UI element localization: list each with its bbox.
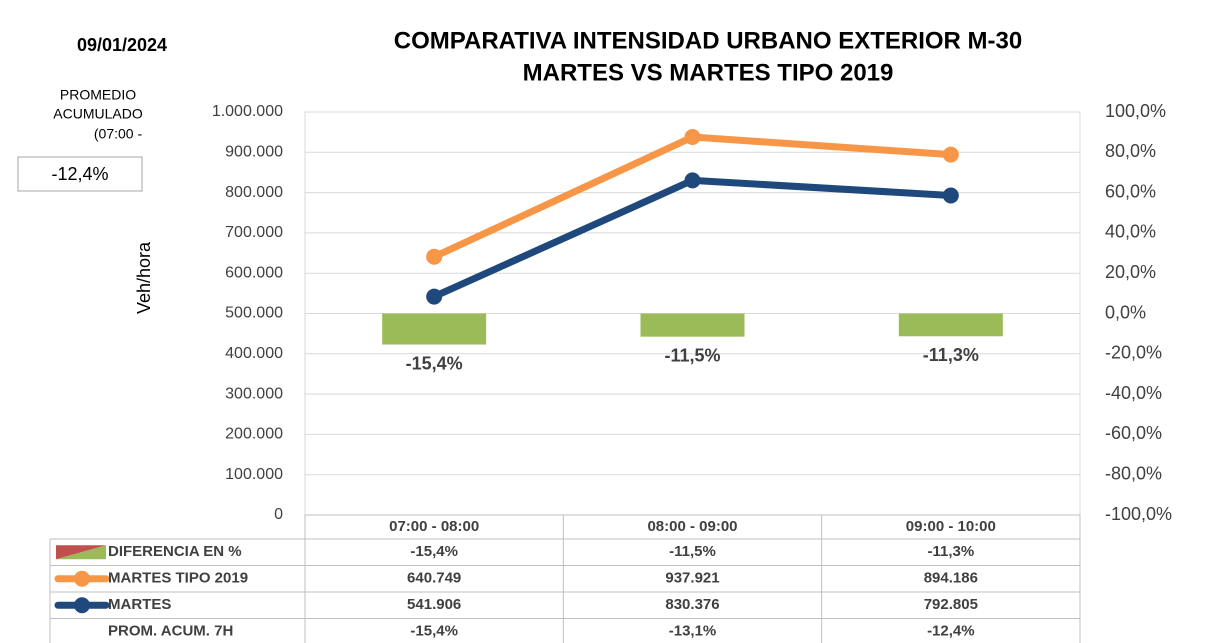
- y2-tick-label: 0,0%: [1105, 302, 1146, 322]
- bar: [382, 313, 487, 345]
- summary-label: (07:00 -: [94, 126, 143, 142]
- data-label: -15,4%: [406, 353, 463, 373]
- data-label: -11,3%: [923, 345, 979, 365]
- table-row-label: PROM. ACUM. 7H: [108, 623, 233, 640]
- marker: [426, 248, 443, 265]
- marker: [942, 187, 959, 204]
- x-tick-label: 07:00 - 08:00: [389, 518, 479, 535]
- y2-tick-label: 100,0%: [1105, 101, 1166, 121]
- y2-tick-label: 80,0%: [1105, 141, 1156, 161]
- table-cell: -11,3%: [927, 543, 974, 560]
- summary-label: ACUMULADO: [53, 106, 143, 122]
- y-tick-label: 100.000: [225, 466, 283, 483]
- legend-label: MARTES: [108, 596, 171, 613]
- legend-key: [74, 597, 90, 614]
- table-cell: -12,4%: [927, 623, 975, 640]
- y2-tick-label: -20,0%: [1105, 343, 1162, 363]
- summary-box: [17, 156, 143, 192]
- y-tick-label: 700.000: [225, 224, 283, 241]
- y-tick-label: 600.000: [225, 264, 283, 281]
- y2-tick-label: -60,0%: [1105, 423, 1162, 443]
- marker: [426, 288, 443, 305]
- table-cell: -15,4%: [410, 623, 458, 640]
- table-cell: -11,5%: [669, 543, 716, 560]
- data-label: -11,5%: [664, 345, 720, 365]
- y-tick-label: 400.000: [225, 345, 283, 362]
- table-cell: -13,1%: [669, 623, 717, 640]
- marker: [684, 172, 701, 189]
- table-cell: 792.805: [924, 596, 978, 613]
- marker: [684, 129, 701, 146]
- y2-tick-label: -100,0%: [1105, 504, 1172, 524]
- chart-title: COMPARATIVA INTENSIDAD URBANO EXTERIOR M…: [394, 27, 1022, 54]
- date: 09/01/2024: [77, 35, 167, 55]
- summary-label: PROMEDIO: [60, 87, 136, 103]
- legend-key: [56, 545, 106, 560]
- legend-key: [74, 570, 90, 587]
- x-tick-label: 09:00 - 10:00: [906, 518, 996, 535]
- legend-label: DIFERENCIA EN %: [108, 543, 242, 560]
- y-tick-label: 500.000: [225, 305, 283, 322]
- y2-tick-label: 60,0%: [1105, 181, 1156, 201]
- table-cell: 541.906: [407, 596, 461, 613]
- bar: [640, 313, 745, 337]
- y-tick-label: 300.000: [225, 385, 283, 402]
- y-tick-label: 800.000: [225, 184, 283, 201]
- table-cell: -15,4%: [410, 543, 458, 560]
- legend-label: MARTES TIPO 2019: [108, 570, 248, 587]
- y2-tick-label: 20,0%: [1105, 262, 1156, 282]
- y-tick-label: 0: [274, 506, 283, 523]
- bar: [898, 313, 1003, 337]
- y-tick-label: 200.000: [225, 426, 283, 443]
- table-cell: 830.376: [665, 596, 719, 613]
- x-tick-label: 08:00 - 09:00: [647, 518, 737, 535]
- y-tick-label: 1.000.000: [212, 103, 283, 120]
- summary-value: -12,4%: [51, 164, 108, 184]
- y2-tick-label: -40,0%: [1105, 383, 1162, 403]
- y-tick-label: 900.000: [225, 144, 283, 161]
- table-cell: 937.921: [665, 570, 719, 587]
- table-cell: 894.186: [924, 570, 978, 587]
- marker: [942, 146, 959, 163]
- chart-title: MARTES VS MARTES TIPO 2019: [523, 59, 894, 86]
- table-cell: 640.749: [407, 570, 461, 587]
- y2-tick-label: 40,0%: [1105, 222, 1156, 242]
- y-axis-label: Veh/hora: [134, 241, 154, 314]
- y2-tick-label: -80,0%: [1105, 463, 1162, 483]
